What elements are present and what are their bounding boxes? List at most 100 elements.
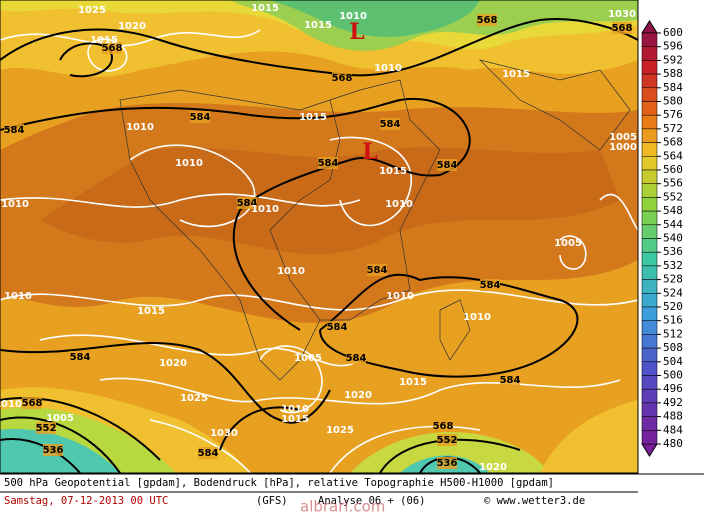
footer-model: (GFS) <box>256 495 288 507</box>
colorbar-label: 480 <box>663 437 683 450</box>
contour-label: 552 <box>437 435 458 446</box>
map-frame <box>0 0 639 474</box>
colorbar-swatch <box>641 32 658 47</box>
colorbar-label: 512 <box>663 327 683 340</box>
colorbar-swatch <box>641 320 658 335</box>
colorbar-label: 528 <box>663 273 683 286</box>
colorbar-swatch <box>641 238 658 253</box>
contour-label: 1010 <box>175 158 203 169</box>
low-marker: L <box>362 139 377 165</box>
label-bg <box>190 111 210 123</box>
label-bg <box>500 374 520 386</box>
contour-label: 584 <box>70 352 91 363</box>
colorbar-swatch <box>641 156 658 171</box>
contour-label: 584 <box>327 322 348 333</box>
colorbar-label: 552 <box>663 190 683 203</box>
contour-label: 1005 <box>46 413 74 424</box>
colorbar-swatch <box>641 361 658 376</box>
contour-label: 1010 <box>126 122 154 133</box>
contour-label: 1010 <box>251 204 279 215</box>
contour-label: 552 <box>36 423 57 434</box>
map <box>0 0 638 473</box>
colorbar-label: 532 <box>663 259 683 272</box>
label-bg <box>433 420 453 432</box>
contour-label: 1020 <box>118 21 146 32</box>
label-bg <box>198 447 218 459</box>
contour-label: 1010 <box>1 199 29 210</box>
label-bg <box>22 397 42 409</box>
label-bg <box>102 42 122 54</box>
label-bg <box>477 14 497 26</box>
contour-label: 1005 <box>609 132 637 143</box>
contour-label: 568 <box>22 398 43 409</box>
colorbar-swatch <box>641 416 658 431</box>
footer-credit: © www.wetter3.de <box>484 495 585 507</box>
contour-label: 1015 <box>90 35 118 46</box>
colorbar-label: 496 <box>663 382 683 395</box>
watermark: albrari.com <box>300 498 385 514</box>
contour-label: 568 <box>332 73 353 84</box>
contour-label: 584 <box>380 119 401 130</box>
contour-label: 1010 <box>281 404 309 415</box>
colorbar-swatch <box>641 128 658 143</box>
contour-label: 1015 <box>399 377 427 388</box>
colorbar-swatch <box>641 197 658 212</box>
contour-label: 1010 <box>463 312 491 323</box>
contour-label: 1010 <box>385 199 413 210</box>
contour-label: 1025 <box>326 425 354 436</box>
contour-label: 584 <box>437 160 458 171</box>
contour-label: 584 <box>500 375 521 386</box>
colorbar-label: 600 <box>663 26 683 39</box>
colorbar-label: 576 <box>663 108 683 121</box>
contour-label: 584 <box>480 280 501 291</box>
contour-label: 1010 <box>386 291 414 302</box>
label-bg <box>480 279 500 291</box>
colorbar-swatch <box>641 265 658 280</box>
contour-label: 568 <box>433 421 454 432</box>
label-bg <box>36 422 56 434</box>
contour-label: 584 <box>4 125 25 136</box>
colorbar-swatch <box>641 60 658 75</box>
contour-label: 584 <box>190 112 211 123</box>
label-bg <box>346 352 366 364</box>
colorbar-swatch <box>641 210 658 226</box>
contour-label: 1015 <box>299 112 327 123</box>
label-bg <box>4 124 24 136</box>
contour-label: 1020 <box>479 462 507 473</box>
colorbar-label: 588 <box>663 67 683 80</box>
contour-label: 1010 <box>4 291 32 302</box>
contour-label: 568 <box>102 43 123 54</box>
colorbar-label: 556 <box>663 177 683 190</box>
low-marker: L <box>349 19 364 45</box>
label-bg <box>318 157 338 169</box>
colorbar-label: 520 <box>663 300 683 313</box>
contour-label: 1015 <box>137 306 165 317</box>
contour-label: 1010 <box>0 399 22 410</box>
label-bg <box>437 434 457 446</box>
colorbar-swatch <box>641 183 658 198</box>
label-bg <box>612 22 632 34</box>
colorbar-label: 536 <box>663 245 683 258</box>
contour-label: 1005 <box>294 353 322 364</box>
colorbar-swatch <box>641 347 658 363</box>
contour-label: 536 <box>437 458 458 469</box>
colorbar-swatch <box>641 334 658 349</box>
contour-label: 1020 <box>344 390 372 401</box>
contour-label: 568 <box>612 23 633 34</box>
contour-label: 1015 <box>251 3 279 14</box>
colorbar-swatch <box>641 430 658 445</box>
colorbar-label: 564 <box>663 149 683 162</box>
colorbar-swatch <box>641 87 658 102</box>
colorbar-label: 560 <box>663 163 683 176</box>
contour-label: 584 <box>198 448 219 459</box>
colorbar-label: 548 <box>663 204 683 217</box>
contour-label: 1000 <box>609 142 637 153</box>
label-bg <box>43 444 63 456</box>
colorbar-label: 488 <box>663 410 683 423</box>
colorbar-label: 568 <box>663 136 683 149</box>
contour-label: 584 <box>318 158 339 169</box>
contour-label: 1015 <box>281 414 309 425</box>
footer-run: Analyse 06 + (06) <box>318 495 425 507</box>
colorbar-label: 508 <box>663 341 683 354</box>
contour-label: 1010 <box>374 63 402 74</box>
